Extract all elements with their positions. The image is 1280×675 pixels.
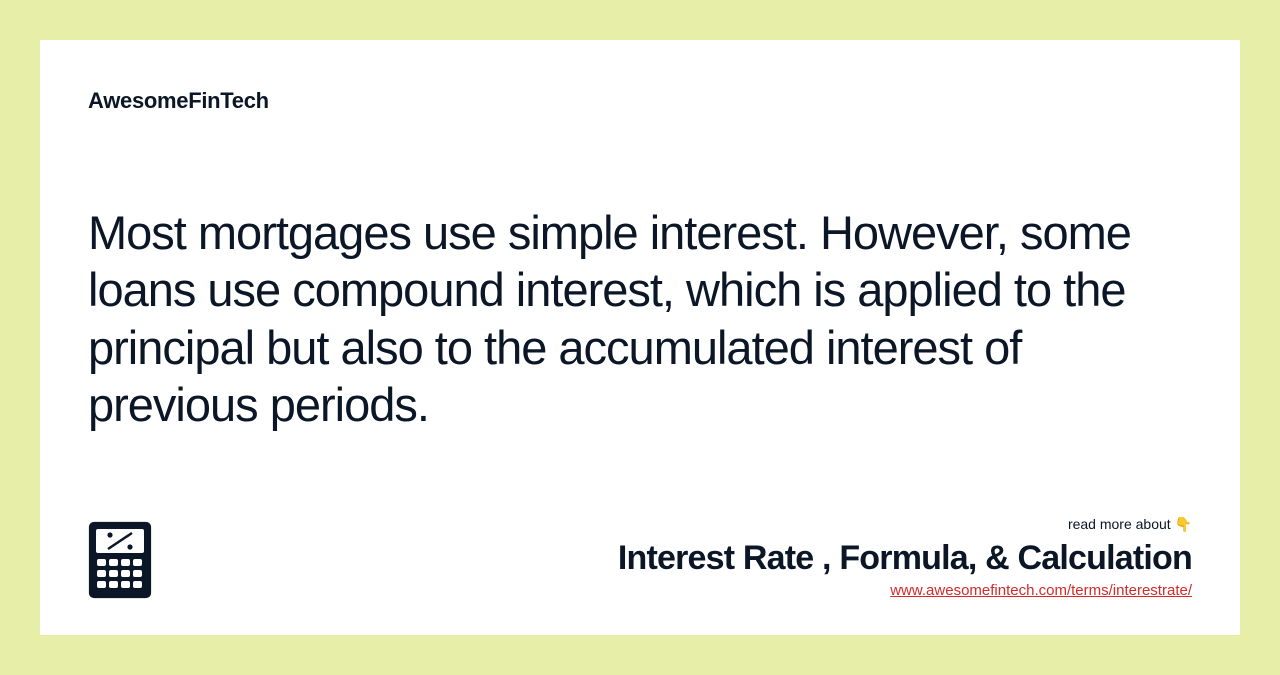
article-title: Interest Rate , Formula, & Calculation bbox=[618, 539, 1192, 578]
card-footer: read more about 👇 Interest Rate , Formul… bbox=[88, 516, 1192, 599]
brand-logo-text: AwesomeFinTech bbox=[88, 88, 1192, 114]
card-body-text: Most mortgages use simple interest. Howe… bbox=[88, 204, 1192, 433]
info-card: AwesomeFinTech Most mortgages use simple… bbox=[40, 40, 1240, 635]
article-link[interactable]: www.awesomefintech.com/terms/interestrat… bbox=[890, 582, 1192, 599]
calculator-percent-icon bbox=[88, 521, 152, 599]
footer-meta: read more about 👇 Interest Rate , Formul… bbox=[618, 516, 1192, 599]
read-more-label: read more about 👇 bbox=[1068, 516, 1192, 533]
